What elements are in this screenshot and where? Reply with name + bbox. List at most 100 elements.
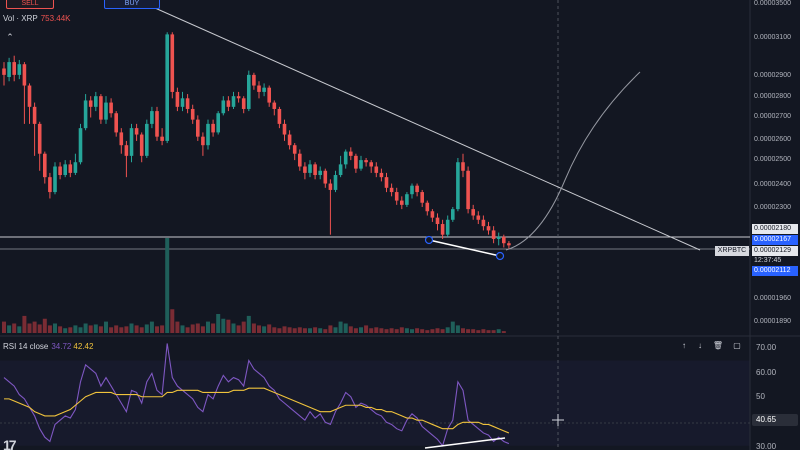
volume-bar — [415, 328, 420, 333]
candle-body — [262, 87, 266, 92]
candle-body — [410, 185, 414, 195]
volume-bar — [83, 323, 88, 333]
candle-body — [303, 166, 307, 173]
volume-bar — [277, 328, 282, 333]
volume-bar — [7, 325, 12, 333]
candle-body — [328, 183, 333, 190]
volume-bar — [98, 326, 103, 333]
candle-body — [374, 166, 379, 173]
candle-body — [491, 230, 496, 239]
price-axis-tick: 0.00002500 — [754, 156, 791, 163]
volume-bar — [12, 323, 17, 333]
volume-bar — [180, 325, 185, 333]
candle-body — [476, 215, 481, 220]
rsi-legend: RSI 14 close 34.72 42.42 — [3, 342, 93, 351]
volume-bar — [93, 324, 98, 333]
candle-body — [83, 100, 88, 129]
candle-body — [17, 64, 22, 75]
rsi-legend-label: RSI 14 close — [3, 342, 49, 351]
maximize-pane-icon[interactable]: ▢ — [733, 341, 741, 350]
volume-bar — [134, 325, 139, 333]
candle-body — [252, 74, 256, 86]
volume-bar — [211, 323, 216, 333]
price-axis-tick: 0.00002800 — [754, 93, 791, 100]
buy-button[interactable]: BUY — [104, 0, 160, 9]
symbol-tag: XRPBTC — [715, 246, 749, 256]
tradingview-logo: 17 — [3, 437, 17, 450]
candle-body — [354, 155, 358, 169]
candle-body — [236, 96, 241, 99]
candle-body — [415, 185, 419, 193]
volume-bar — [394, 329, 399, 333]
candle-body — [405, 194, 409, 205]
price-axis-tick: 0.00002400 — [754, 181, 791, 188]
move-up-icon[interactable]: ↑ — [682, 341, 686, 350]
volume-bar — [104, 321, 108, 333]
candle-body — [287, 134, 292, 146]
candle-body — [94, 96, 98, 107]
volume-bar — [353, 328, 358, 333]
volume-bar — [384, 329, 389, 333]
candle-body — [37, 123, 42, 154]
candle-body — [7, 62, 11, 78]
candle-body — [22, 64, 27, 86]
candle-body — [277, 108, 282, 124]
candle-body — [313, 164, 317, 176]
volume-bar — [129, 323, 134, 333]
volume-bar — [231, 323, 236, 333]
volume-bar — [455, 325, 460, 333]
sell-button[interactable]: SELL — [6, 0, 54, 9]
volume-bar — [323, 329, 328, 333]
candle-body — [211, 123, 215, 133]
rsi-divergence-line — [424, 437, 506, 449]
price-axis-tick: 0.00002300 — [754, 204, 791, 211]
candle-body — [58, 166, 62, 176]
candle-body — [343, 151, 348, 165]
candle-body — [196, 119, 200, 137]
rsi-axis-tick: 70.00 — [756, 343, 777, 352]
volume-bar — [257, 325, 261, 333]
candle-body — [425, 202, 430, 212]
rsi-axis-tick: 30.00 — [756, 442, 777, 450]
candle-body — [175, 91, 180, 107]
candle-body — [496, 236, 501, 239]
delete-icon[interactable]: 🗑 — [712, 341, 724, 350]
candle-body — [247, 74, 251, 109]
rsi-current-value: 40.65 — [752, 414, 798, 426]
move-down-icon[interactable]: ↓ — [698, 341, 702, 350]
volume-bar — [185, 327, 190, 333]
candle-body — [435, 217, 440, 225]
volume-bar — [119, 327, 124, 333]
candle-body — [451, 209, 455, 220]
volume-bar — [139, 327, 144, 333]
volume-bar — [78, 327, 83, 333]
candle-body — [109, 102, 113, 114]
volume-bar — [27, 323, 32, 333]
collapse-chevron-icon[interactable]: ⌃ — [6, 32, 14, 42]
volume-bar — [308, 328, 312, 333]
candle-body — [456, 162, 460, 210]
volume-bar — [461, 328, 465, 333]
candle-body — [440, 224, 445, 235]
volume-bar — [200, 326, 205, 333]
candle-body — [88, 100, 93, 107]
bar-countdown: 12:37:45 — [752, 256, 798, 265]
price-axis-tick: 0.00001890 — [754, 318, 791, 325]
volume-bar — [292, 328, 297, 333]
projection-curve — [505, 71, 641, 251]
candle-body — [507, 243, 511, 246]
candle-body — [180, 98, 185, 107]
candle-body — [145, 123, 149, 156]
volume-bar — [267, 324, 272, 333]
candle-body — [318, 170, 322, 176]
volume-bar — [175, 321, 180, 333]
candle-body — [150, 111, 154, 124]
volume-bar — [58, 326, 63, 333]
volume-legend-value: 753.44K — [40, 14, 71, 23]
candle-body — [333, 175, 338, 190]
candle-body — [201, 136, 205, 146]
volume-bar — [114, 325, 119, 333]
candle-body — [400, 200, 404, 205]
